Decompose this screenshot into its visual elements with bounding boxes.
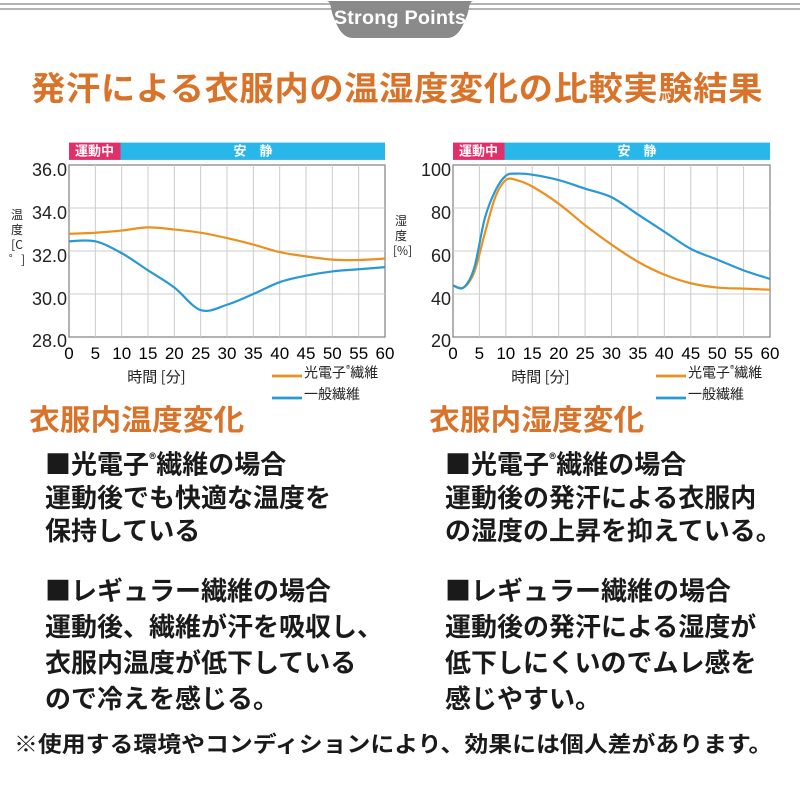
svg-text:30: 30 <box>218 344 237 363</box>
svg-text:15: 15 <box>139 344 158 363</box>
svg-text:5: 5 <box>475 344 484 363</box>
svg-text:5: 5 <box>91 344 100 363</box>
svg-text:45: 45 <box>297 344 316 363</box>
svg-text:20: 20 <box>165 344 184 363</box>
svg-text:50: 50 <box>708 344 727 363</box>
svg-text:0: 0 <box>64 344 73 363</box>
svg-text:60: 60 <box>376 344 395 363</box>
svg-text:30: 30 <box>602 344 621 363</box>
svg-text:45: 45 <box>681 344 700 363</box>
svg-text:40: 40 <box>270 344 289 363</box>
svg-text:50: 50 <box>323 344 342 363</box>
svg-text:55: 55 <box>349 344 368 363</box>
svg-text:35: 35 <box>244 344 263 363</box>
svg-text:60: 60 <box>761 344 780 363</box>
svg-text:55: 55 <box>734 344 753 363</box>
svg-text:運動中: 運動中 <box>459 141 498 160</box>
svg-text:0: 0 <box>448 344 457 363</box>
svg-text:25: 25 <box>191 344 210 363</box>
svg-text:安 静: 安 静 <box>617 141 656 160</box>
svg-text:35: 35 <box>628 344 647 363</box>
svg-text:25: 25 <box>576 344 595 363</box>
svg-text:40: 40 <box>655 344 674 363</box>
svg-text:15: 15 <box>523 344 542 363</box>
svg-text:安 静: 安 静 <box>233 141 272 160</box>
svg-text:運動中: 運動中 <box>75 141 114 160</box>
svg-text:10: 10 <box>112 344 131 363</box>
svg-text:10: 10 <box>496 344 515 363</box>
svg-text:20: 20 <box>549 344 568 363</box>
